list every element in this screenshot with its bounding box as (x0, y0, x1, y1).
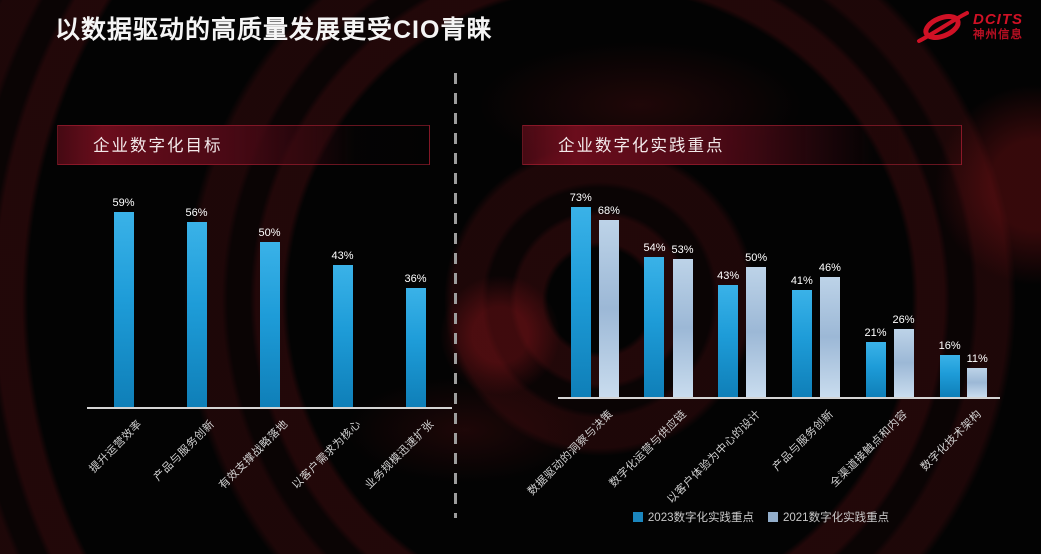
bar-wrap: 50% (745, 252, 767, 397)
right-chart-title: 企业数字化实践重点 (558, 137, 725, 155)
legend-item: 2023数字化实践重点 (632, 509, 754, 525)
bar-plot: 59% 56% 50% 43% 36% (87, 187, 452, 409)
category-slot: 业务规模迅速扩张 (363, 409, 452, 501)
bar-wrap: 73% (570, 192, 592, 397)
legend-label: 2023数字化实践重点 (647, 512, 754, 524)
bar-value-label: 50% (258, 227, 281, 239)
bar (791, 290, 812, 397)
bar (672, 259, 693, 397)
right-chart-header: 企业数字化实践重点 (522, 125, 962, 165)
bar-group: 43% (306, 250, 379, 407)
bar-wrap: 68% (598, 205, 620, 397)
bar-group: 54% 53% (632, 242, 706, 397)
bar (865, 342, 886, 397)
bar-value-label: 73% (569, 192, 592, 205)
bar-group: 73% 68% (558, 192, 632, 397)
category-label: 提升运营效率 (86, 418, 145, 476)
dcits-swirl-icon (917, 11, 969, 43)
bar (893, 329, 914, 397)
bar (939, 355, 960, 397)
bar-wrap: 36% (404, 273, 427, 407)
bar-wrap: 43% (717, 270, 739, 397)
category-slot: 全渠道接触点和内容 (828, 399, 927, 497)
bar-wrap: 53% (672, 244, 694, 397)
bar-wrap: 50% (258, 227, 281, 407)
bar (570, 207, 591, 397)
brand-subtitle: 神州信息 (973, 28, 1023, 41)
bar (405, 288, 426, 407)
bar-value-label: 54% (643, 241, 666, 254)
bar-value-label: 68% (597, 205, 620, 218)
bar-value-label: 56% (185, 207, 208, 220)
legend-label: 2021数字化实践重点 (783, 512, 890, 524)
bar-plot: 73% 68% 54% 53% 43% 50% 41% 46% 21% 26% 16% 11% (558, 187, 1000, 399)
brand-logo: DCITS 神州信息 (915, 8, 1023, 46)
bar (259, 242, 280, 407)
bar (332, 265, 353, 407)
bar (819, 277, 840, 397)
bar-group: 50% (233, 227, 306, 407)
bar-wrap: 43% (331, 250, 354, 407)
category-slot: 以客户体验为中心的设计 (665, 399, 779, 506)
bar-group: 43% 50% (705, 252, 779, 397)
bar-wrap: 26% (893, 314, 915, 397)
bar-wrap: 56% (185, 207, 208, 407)
bar-value-label: 43% (717, 270, 740, 283)
bar-value-label: 46% (818, 262, 841, 275)
bar-value-label: 16% (938, 340, 961, 353)
bar (967, 368, 988, 397)
brand-logo-text: DCITS 神州信息 (973, 12, 1023, 41)
category-label: 数据驱动的洞察与决策 (525, 408, 616, 498)
brand-name: DCITS (973, 11, 1023, 29)
bar (598, 220, 619, 397)
legend-swatch (768, 512, 778, 522)
bar-value-label: 53% (671, 244, 694, 257)
right-chart-panel: 企业数字化实践重点 73% 68% 54% 53% 43% 50% 41% 46% 21% 26%… (522, 125, 1000, 525)
bar-group: 36% (379, 273, 452, 407)
bar-group: 59% (87, 197, 160, 407)
legend-item: 2021数字化实践重点 (768, 509, 889, 525)
bar-wrap: 11% (967, 353, 988, 397)
bar-group: 21% 26% (853, 314, 927, 397)
left-chart-panel: 企业数字化目标 59% 56% 50% 43% 36% 提升运营效率 产品与服务创新 有效支撑… (57, 125, 452, 501)
category-label: 产品与服务创新 (771, 408, 837, 474)
bar (186, 222, 207, 407)
bar-wrap: 16% (939, 340, 961, 397)
bar (644, 256, 665, 397)
category-label: 数字化技术架构 (918, 408, 984, 474)
bar (746, 267, 767, 397)
category-axis: 数据驱动的洞察与决策 数字化运营与供应链 以客户体验为中心的设计 产品与服务创新 全渠道… (526, 399, 1000, 506)
bar-value-label: 26% (892, 314, 915, 327)
bar (113, 212, 134, 407)
practice-bar-chart: 73% 68% 54% 53% 43% 50% 41% 46% 21% 26% 16% 11% 数据驱动… (522, 187, 1000, 506)
bar-wrap: 41% (791, 275, 813, 397)
bar-value-label: 43% (331, 250, 354, 263)
bar-value-label: 50% (745, 252, 768, 264)
category-label: 产品与服务创新 (151, 418, 218, 484)
bar-value-label: 59% (112, 197, 135, 210)
category-axis: 提升运营效率 产品与服务创新 有效支撑战略落地 以客户需求为核心 业务规模迅速扩张 (87, 409, 452, 501)
category-slot: 数字化技术架构 (918, 399, 1000, 497)
page-title: 以数据驱动的高质量发展更受CIO青睐 (55, 16, 493, 44)
bar-wrap: 54% (643, 241, 666, 397)
bar-group: 56% (160, 207, 233, 407)
left-chart-header: 企业数字化目标 (57, 125, 430, 165)
category-slot: 提升运营效率 (87, 409, 160, 501)
bar-wrap: 46% (819, 262, 841, 397)
bar-value-label: 41% (790, 275, 813, 288)
bar (718, 285, 739, 397)
bar-value-label: 36% (404, 273, 427, 286)
bar-group: 41% 46% (779, 262, 853, 397)
bar-wrap: 59% (112, 197, 135, 407)
bar-value-label: 21% (864, 327, 887, 340)
bar-value-label: 11% (966, 353, 988, 366)
legend-swatch (632, 512, 643, 522)
left-chart-title: 企业数字化目标 (93, 137, 223, 155)
section-divider (454, 73, 457, 518)
goals-bar-chart: 59% 56% 50% 43% 36% 提升运营效率 产品与服务创新 有效支撑战略落地 以客户需… (57, 187, 452, 501)
bar-group: 16% 11% (926, 340, 1000, 397)
chart-legend: 2023数字化实践重点 2021数字化实践重点 (522, 509, 1000, 525)
bar-wrap: 21% (864, 327, 887, 397)
